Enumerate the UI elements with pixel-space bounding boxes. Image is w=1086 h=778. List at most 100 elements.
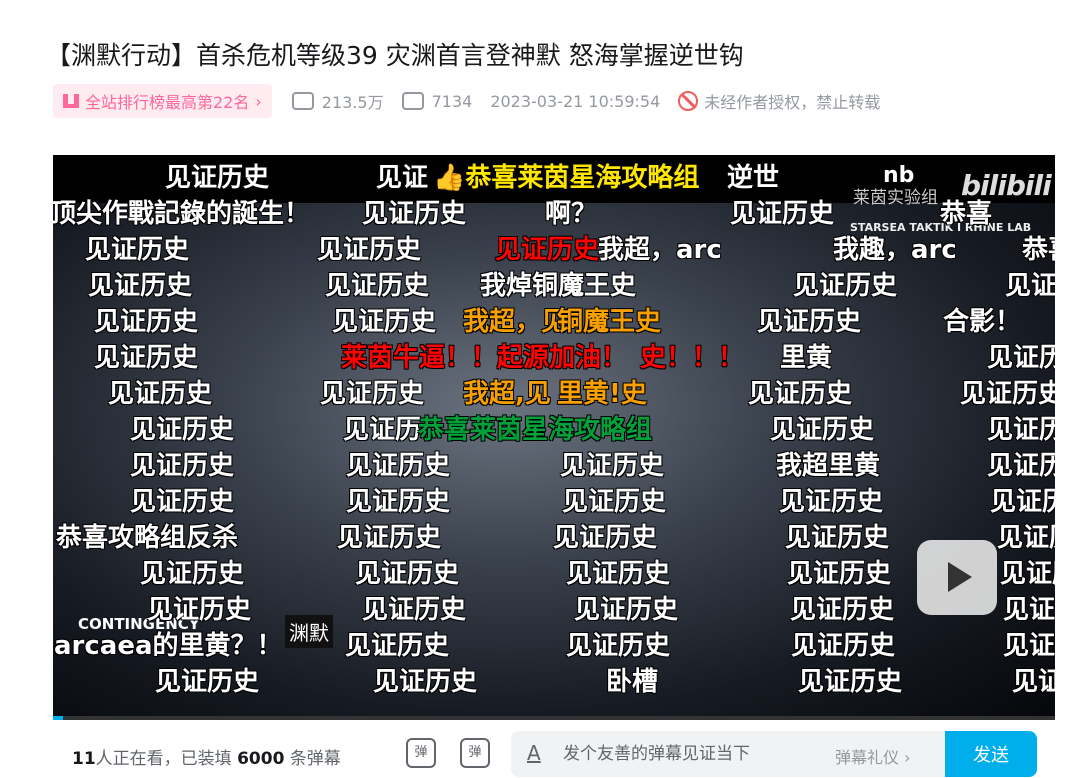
video-meta: 全站排行榜最高第22名 › 213.5万 7134 2023-03-21 10:5… (53, 84, 898, 118)
danmaku-comment: 见证历史 (345, 631, 450, 661)
danmaku-comment: 见证历史 (574, 595, 679, 625)
danmaku-comment: 见证历史 (362, 199, 467, 229)
danmaku-comment: 我超,见 (463, 379, 551, 409)
video-letterbox (53, 155, 1055, 203)
danmaku-comment: 见证历史 (791, 631, 896, 661)
danmaku-comment: 见证历史 (997, 523, 1055, 553)
danmaku-comment: 见证历史 (130, 415, 235, 445)
danmaku-comment: 见证历史 (373, 667, 478, 697)
contingency-label: CONTINGENCY (78, 615, 200, 633)
danmaku-comment: 见证历史 (495, 235, 600, 265)
danmaku-icon (401, 92, 424, 110)
danmaku-comment: 见证历史 (990, 487, 1055, 517)
danmaku-comment: 恭喜 (1022, 235, 1055, 265)
danmaku-comment: 见证历史 (790, 595, 895, 625)
danmaku-comment: 见证历史 (562, 487, 667, 517)
danmaku-comment: 见证历史 (355, 559, 460, 589)
send-button[interactable]: 发送 (945, 731, 1037, 777)
danmaku-comment: 见证历史 (362, 595, 467, 625)
danmaku-comment: 见证历史 (317, 235, 422, 265)
danmaku-comment: 见证历史 (785, 523, 890, 553)
danmaku-comment: 见证历史 (987, 415, 1055, 445)
danmaku-comment: 见证历史 (88, 271, 193, 301)
etiquette-link[interactable]: 弹幕礼仪 › (835, 748, 911, 767)
danmaku-comment: 见证历史 (130, 451, 235, 481)
danmaku-comment: 见证历史 (346, 487, 451, 517)
play-button[interactable] (917, 540, 997, 615)
danmaku-comment: 铜魔王史 (557, 307, 662, 337)
video-title: 【渊默行动】首杀危机等级39 灾渊首言登神默 怒海掌握逆世钩 (46, 41, 744, 70)
danmaku-comment: 史！！！ (640, 343, 745, 373)
danmaku-comment: 见证历史 (346, 451, 451, 481)
danmaku-comment: 见证历史 (793, 271, 898, 301)
danmaku-comment: 见证历史 (566, 559, 671, 589)
chart-icon (63, 94, 79, 108)
video-player[interactable]: 莱茵实验组 nb bilibili STARSEA TAKTIK I RHINE… (53, 155, 1055, 718)
danmaku-comment: 见证历史 (325, 271, 430, 301)
bilibili-logo: bilibili (961, 169, 1052, 202)
danmaku-comment: 见证历史 (798, 667, 903, 697)
online-status: 11人正在看，已装填 6000 条弹幕 (72, 749, 341, 769)
danmaku-comment: 见证历 (343, 415, 422, 445)
danmaku-comment: 见证历史 (560, 451, 665, 481)
danmaku-comment: 见证历史 (320, 379, 425, 409)
danmaku-comment: 见证历史 (960, 379, 1055, 409)
danmaku-comment: 见证历史 (130, 487, 235, 517)
operation-label: 渊默 (285, 615, 333, 648)
danmaku-comment: 见证历史 (155, 667, 260, 697)
chevron-right-icon: › (255, 91, 262, 111)
publish-date: 2023-03-21 10:59:54 (490, 91, 661, 111)
danmaku-comment: 见证历史 (787, 559, 892, 589)
view-count: 213.5万 (321, 93, 384, 112)
danmaku-bar: 11人正在看，已装填 6000 条弹幕 弹 弹 A 弹幕礼仪 › 发送 (0, 728, 1086, 778)
watermark-subtitle: STARSEA TAKTIK I RHINE LAB (850, 221, 1032, 234)
forbidden-icon (678, 91, 699, 111)
font-style-icon[interactable]: A (527, 741, 541, 765)
danmaku-comment: 逆世 (727, 163, 780, 193)
danmaku-input[interactable] (563, 731, 823, 777)
play-count-icon (291, 92, 314, 110)
danmaku-toggle-icon[interactable]: 弹 (406, 738, 436, 768)
danmaku-comment: 见证历史 (147, 595, 252, 625)
rank-badge[interactable]: 全站排行榜最高第22名 › (53, 84, 272, 118)
progress-fill (53, 716, 64, 720)
danmaku-comment: 我超里黄 (776, 451, 881, 481)
danmaku-comment: 见证历史 (770, 415, 875, 445)
danmaku-comment: 我超，见 (463, 307, 568, 337)
danmaku-comment: 里黄!史 (557, 379, 647, 409)
danmaku-comment: 我趣，arc (833, 235, 957, 265)
danmaku-comment: 啊？ (545, 199, 598, 229)
danmaku-comment: 见证历史 (165, 163, 270, 193)
danmaku-count: 7134 (431, 91, 473, 111)
danmaku-comment: 恭喜 (940, 199, 993, 229)
danmaku-comment: 见证历史 (757, 307, 862, 337)
progress-bar[interactable] (53, 716, 1055, 720)
watermark-text: 莱茵实验组 (853, 188, 938, 208)
danmaku-comment: 见证历史 (748, 379, 853, 409)
danmaku-comment: 见证历史 (553, 523, 658, 553)
danmaku-comment: 见证历史 (94, 307, 199, 337)
danmaku-comment: 见证历史 (1000, 559, 1055, 589)
danmaku-comment: 我超，arc (598, 235, 722, 265)
danmaku-comment: 见证历史 (94, 343, 199, 373)
danmaku-settings-icon[interactable]: 弹 (460, 738, 490, 768)
danmaku-comment: 见证历史 (85, 235, 190, 265)
danmaku-comment: 顶尖作戰記錄的誕生！ (53, 199, 311, 229)
danmaku-comment: 恭喜攻略组反杀 (56, 523, 239, 553)
danmaku-comment: 见证历史 (140, 559, 245, 589)
danmaku-comment: 莱茵牛逼！！起源加油！ (341, 343, 628, 373)
danmaku-comment: 见证历史 (1003, 631, 1055, 661)
danmaku-comment: 见证 (376, 163, 429, 193)
danmaku-comment: 见证历史 (337, 523, 442, 553)
danmaku-comment: 👍恭喜莱茵星海攻略组 (433, 163, 700, 193)
danmaku-comment: 里黄 (780, 343, 833, 373)
danmaku-comment: 见证历史 (108, 379, 213, 409)
danmaku-comment: 我焯铜魔王史 (480, 271, 637, 301)
copyright-notice: 未经作者授权，禁止转载 (704, 93, 881, 112)
danmaku-comment: 见证历史 (566, 631, 671, 661)
rank-text: 全站排行榜最高第22名 (85, 93, 250, 112)
danmaku-comment: 见证历史 (779, 487, 884, 517)
danmaku-input-box: A 弹幕礼仪 › 发送 (511, 731, 1037, 777)
danmaku-comment: arcaea的里黄？！ (54, 631, 283, 661)
danmaku-comment: 见证历史 (1012, 667, 1055, 697)
